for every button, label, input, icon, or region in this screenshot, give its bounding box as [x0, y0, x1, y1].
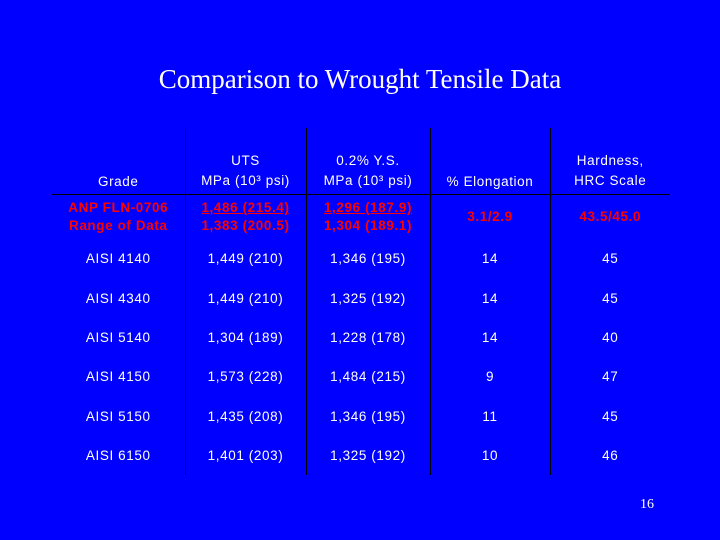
cell-elongation: 14 — [430, 239, 551, 279]
cell-uts: 1,304 (189) — [185, 317, 307, 358]
cell-ys: 1,325 (192) — [306, 435, 431, 476]
cell-hardness: 45 — [602, 408, 619, 424]
cell-hardness: 45 — [602, 251, 619, 267]
range-grade-line2: Range of Data — [68, 218, 168, 233]
header-ys-line1: 0.2% Y.S. — [336, 153, 400, 168]
range-grade: ANP FLN-0706 Range of Data — [52, 194, 186, 239]
header-row: Grade UTS MPa (10³ psi) 0.2% Y.S. MPa (1… — [52, 128, 670, 195]
cell-ys: 1,346 (195) — [306, 239, 431, 279]
header-ys: 0.2% Y.S. MPa (10³ psi) — [306, 128, 431, 195]
header-hardness-line1: Hardness, — [576, 153, 644, 168]
cell-ys: 1,346 (195) — [306, 396, 431, 436]
header-grade-label: Grade — [97, 174, 139, 189]
header-ys-line2: MPa (10³ psi) — [323, 173, 413, 188]
cell-grade: AISI 4150 — [52, 357, 186, 397]
header-elongation-label: % Elongation — [446, 174, 534, 189]
table-row: AISI 6150 1,401 (203) 1,325 (192) 10 46 — [52, 435, 670, 476]
cell-grade: AISI 5150 — [52, 396, 186, 436]
cell-hardness: 40 — [602, 329, 619, 345]
header-grade: Grade — [52, 128, 186, 195]
cell-hardness: 46 — [602, 448, 619, 464]
cell-uts: 1,401 (203) — [185, 435, 307, 476]
cell-uts: 1,435 (208) — [185, 396, 307, 436]
cell-ys: 1,228 (178) — [306, 317, 431, 358]
cell-grade: AISI 6150 — [52, 435, 186, 476]
cell-elongation: 11 — [430, 396, 551, 436]
cell-uts: 1,573 (228) — [185, 357, 307, 397]
cell-grade: AISI 4340 — [52, 278, 186, 318]
table-header: Grade UTS MPa (10³ psi) 0.2% Y.S. MPa (1… — [52, 128, 670, 195]
table-row: AISI 5150 1,435 (208) 1,346 (195) 11 45 — [52, 396, 670, 436]
table-row: AISI 5140 1,304 (189) 1,228 (178) 14 40 — [52, 317, 670, 358]
cell-elongation: 14 — [430, 317, 551, 358]
range-ys-line1: 1,296 (187.9) — [323, 200, 413, 215]
header-uts-line1: UTS — [231, 153, 260, 168]
table-row: AISI 4140 1,449 (210) 1,346 (195) 14 45 — [52, 239, 670, 279]
range-uts-line2: 1,383 (200.5) — [201, 218, 290, 233]
range-uts-line1: 1,486 (215.4) — [201, 200, 290, 215]
slide-title: Comparison to Wrought Tensile Data — [158, 64, 562, 94]
page-number: 16 — [640, 497, 654, 512]
cell-hardness: 47 — [602, 369, 619, 385]
header-uts: UTS MPa (10³ psi) — [185, 128, 307, 195]
tensile-data-table: Grade UTS MPa (10³ psi) 0.2% Y.S. MPa (1… — [52, 128, 670, 476]
range-uts: 1,486 (215.4) 1,383 (200.5) — [185, 194, 307, 239]
range-ys: 1,296 (187.9) 1,304 (189.1) — [306, 194, 431, 239]
range-grade-line1: ANP FLN-0706 — [68, 200, 169, 215]
header-elongation: % Elongation — [430, 128, 551, 195]
header-hardness: Hardness, HRC Scale — [550, 128, 670, 195]
cell-uts: 1,449 (210) — [185, 239, 307, 279]
cell-elongation: 14 — [430, 278, 551, 318]
range-row: ANP FLN-0706 Range of Data 1,486 (215.4)… — [52, 194, 670, 239]
cell-elongation: 10 — [430, 435, 551, 476]
header-hardness-line2: HRC Scale — [574, 173, 647, 188]
cell-uts: 1,449 (210) — [185, 278, 307, 318]
table-body: ANP FLN-0706 Range of Data 1,486 (215.4)… — [52, 194, 670, 476]
cell-grade: AISI 4140 — [52, 239, 186, 279]
range-elongation: 3.1/2.9 — [430, 194, 551, 239]
table-row: AISI 4340 1,449 (210) 1,325 (192) 14 45 — [52, 278, 670, 318]
table-row: AISI 4150 1,573 (228) 1,484 (215) 9 47 — [52, 357, 670, 397]
cell-grade: AISI 5140 — [52, 317, 186, 358]
header-uts-line2: MPa (10³ psi) — [201, 173, 290, 188]
cell-elongation: 9 — [430, 357, 551, 397]
range-ys-line2: 1,304 (189.1) — [323, 218, 413, 233]
range-hardness: 43.5/45.0 — [579, 209, 642, 224]
cell-hardness: 45 — [602, 290, 619, 306]
cell-ys: 1,484 (215) — [306, 357, 431, 397]
cell-ys: 1,325 (192) — [306, 278, 431, 318]
